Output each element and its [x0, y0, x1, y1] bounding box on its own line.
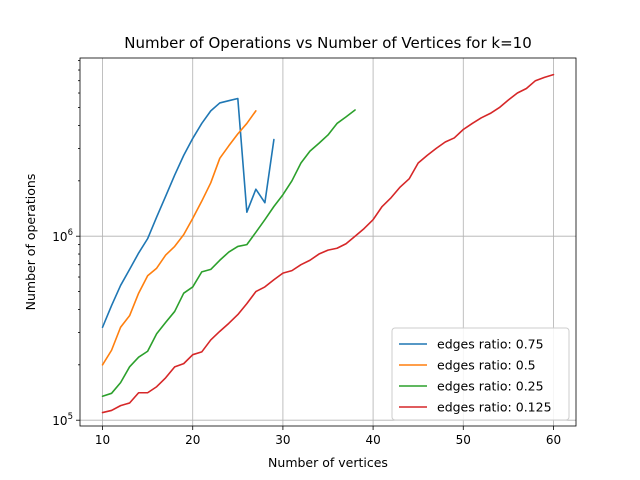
- legend-label: edges ratio: 0.25: [437, 379, 544, 394]
- y-tick-label: 105: [52, 412, 73, 428]
- x-tick-label: 30: [275, 433, 290, 447]
- legend-box: [391, 327, 570, 421]
- y-axis-label: Number of operations: [23, 174, 38, 311]
- y-tick-base: 10: [52, 230, 67, 244]
- legend-label: edges ratio: 0.75: [437, 337, 544, 352]
- legend-label: edges ratio: 0.125: [437, 400, 552, 415]
- y-tick-base: 10: [52, 414, 67, 428]
- x-tick-label: 50: [456, 433, 471, 447]
- x-axis-label: Number of vertices: [268, 455, 388, 470]
- y-tick-label: 106: [52, 228, 73, 244]
- legend-label: edges ratio: 0.5: [437, 358, 536, 373]
- x-tick-label: 20: [185, 433, 200, 447]
- x-tick-label: 40: [365, 433, 380, 447]
- series-line-2: [101, 110, 257, 366]
- x-tick-label: 10: [95, 433, 110, 447]
- legend: edges ratio: 0.75 edges ratio: 0.5 edges r…: [391, 327, 570, 421]
- x-tick-label: 60: [546, 433, 561, 447]
- chart-title: Number of Operations vs Number of Vertic…: [124, 34, 532, 52]
- series-line-3: [101, 109, 356, 398]
- series-line-1: [101, 97, 275, 329]
- plot-series: [101, 73, 555, 414]
- y-tick-exponent: 5: [68, 412, 73, 422]
- y-tick-exponent: 6: [68, 228, 73, 238]
- series-line-4: [101, 73, 555, 414]
- plot-frame: [79, 57, 577, 427]
